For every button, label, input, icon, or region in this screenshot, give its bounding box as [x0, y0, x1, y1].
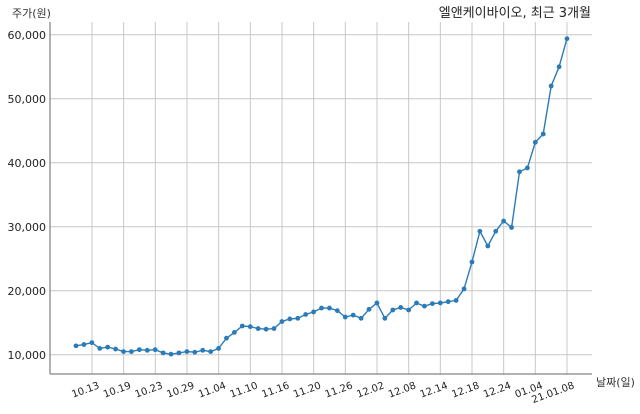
data-point — [414, 300, 419, 306]
data-point — [445, 299, 451, 305]
data-point — [168, 351, 174, 357]
data-point — [350, 312, 356, 318]
data-point — [136, 347, 142, 353]
y-tick-label: 20,000 — [8, 285, 47, 298]
series — [73, 36, 570, 357]
x-tick-label: 11.20 — [292, 380, 323, 400]
data-point — [517, 169, 522, 175]
x-tick-label: 10.23 — [134, 380, 165, 400]
chart-title: 엘앤케이바이오, 최근 3개월 — [439, 6, 591, 21]
y-tick-label: 40,000 — [8, 157, 47, 170]
data-point — [200, 347, 206, 353]
axes — [49, 22, 592, 375]
data-point — [121, 349, 126, 354]
data-point — [105, 344, 111, 350]
data-point — [398, 305, 404, 310]
grid — [50, 22, 592, 374]
data-point — [422, 303, 427, 309]
data-point — [390, 307, 396, 313]
data-point — [493, 228, 499, 234]
x-tick-label: 11.10 — [229, 380, 260, 400]
x-tick-label: 11.26 — [324, 380, 355, 400]
data-point — [97, 346, 103, 351]
data-point — [295, 315, 301, 321]
x-tick-label: 10.13 — [70, 380, 101, 400]
data-point — [216, 346, 221, 351]
data-point — [279, 319, 285, 324]
x-tick-label: 12.18 — [450, 380, 481, 400]
data-point — [406, 307, 412, 313]
data-point — [208, 349, 214, 354]
data-point — [271, 326, 277, 331]
data-point — [231, 330, 237, 335]
data-point — [89, 340, 95, 346]
data-point — [453, 298, 459, 303]
data-point — [224, 335, 229, 341]
data-point — [239, 323, 245, 329]
data-point — [532, 139, 538, 145]
data-point — [501, 218, 507, 224]
data-point — [548, 83, 554, 89]
x-tick-label: 12.08 — [387, 380, 418, 400]
data-point — [287, 316, 293, 322]
data-point — [509, 225, 514, 230]
x-axis-title: 날짜(일) — [596, 375, 635, 389]
x-tick-label: 12.14 — [419, 380, 450, 400]
y-tick-label: 60,000 — [8, 29, 47, 42]
data-point — [540, 131, 546, 137]
data-point — [461, 286, 467, 292]
data-point — [319, 305, 324, 311]
data-point — [358, 315, 364, 321]
data-point — [374, 300, 380, 306]
data-point — [311, 309, 316, 315]
x-tick-label: 12.24 — [482, 380, 513, 400]
y-tick-label: 10,000 — [8, 349, 47, 362]
tick-labels: 10,000 20,000 30,000 40,000 50,000 60,000 10.1… — [8, 29, 577, 406]
data-point — [556, 64, 562, 70]
data-point — [73, 343, 79, 349]
data-point — [564, 36, 570, 42]
x-tick-label: 11.16 — [260, 380, 291, 400]
data-point — [525, 165, 530, 171]
data-point — [263, 326, 269, 332]
x-tick-label: 10.29 — [165, 380, 196, 400]
data-point — [176, 350, 182, 356]
x-tick-label: 11.04 — [197, 380, 228, 400]
data-point — [303, 312, 309, 317]
data-point — [144, 347, 150, 353]
data-point — [327, 305, 332, 311]
y-tick-label: 50,000 — [8, 93, 47, 106]
data-point — [81, 342, 87, 347]
x-tick-label: 10.19 — [102, 380, 133, 400]
data-point — [129, 349, 134, 354]
data-point — [152, 347, 158, 353]
x-tick-label: 12.02 — [355, 380, 386, 400]
data-point — [342, 314, 348, 320]
data-point — [192, 349, 198, 355]
data-point — [437, 300, 443, 306]
data-point — [334, 308, 340, 314]
data-point — [113, 346, 118, 352]
data-point — [485, 243, 491, 249]
data-point — [477, 228, 483, 234]
data-point — [255, 326, 261, 331]
y-axis-title: 주가(원) — [12, 7, 51, 20]
data-point — [366, 306, 372, 312]
data-point — [469, 259, 475, 265]
data-point — [247, 324, 253, 330]
data-point — [382, 315, 388, 321]
y-tick-label: 30,000 — [8, 221, 47, 234]
data-point — [160, 350, 166, 356]
data-point — [429, 301, 435, 306]
data-point — [184, 349, 190, 354]
